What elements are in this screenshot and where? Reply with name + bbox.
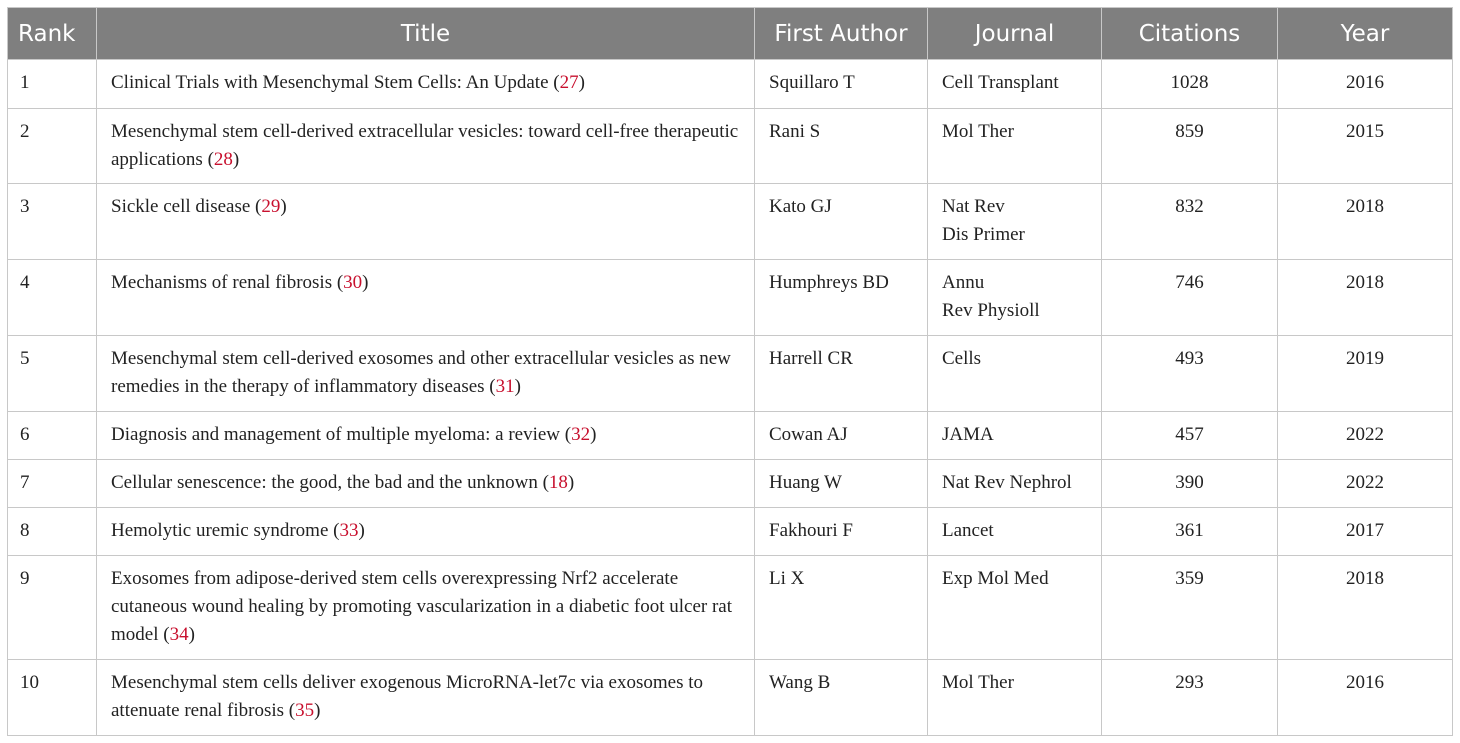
- year-cell: 2022: [1277, 459, 1453, 508]
- reference-link[interactable]: 30: [343, 272, 363, 293]
- citations-cell: 457: [1101, 411, 1278, 460]
- table-row: 2 Mesenchymal stem cell-derived extracell…: [7, 108, 1453, 184]
- year-cell: 2016: [1277, 59, 1453, 109]
- citations-cell: 359: [1101, 555, 1278, 660]
- title-cell: Clinical Trials with Mesenchymal Stem Ce…: [96, 59, 755, 109]
- reference-link[interactable]: 29: [261, 196, 281, 217]
- citations-cell: 293: [1101, 659, 1278, 736]
- journal-cell: Mol Ther: [927, 659, 1102, 736]
- citations-cell: 1028: [1101, 59, 1278, 109]
- reference-link[interactable]: 31: [495, 376, 515, 397]
- journal-cell: Cells: [927, 335, 1102, 412]
- title-text: Clinical Trials with Mesenchymal Stem Ce…: [111, 72, 549, 93]
- title-text: Hemolytic uremic syndrome: [111, 520, 329, 541]
- rank-cell: 6: [7, 411, 97, 460]
- journal-cell: Nat Rev Nephrol: [927, 459, 1102, 508]
- first-author-cell: Kato GJ: [754, 183, 928, 260]
- citations-cell: 390: [1101, 459, 1278, 508]
- title-text: Cellular senescence: the good, the bad a…: [111, 472, 538, 493]
- header-rank: Rank: [7, 7, 97, 60]
- title-text: Mesenchymal stem cell-derived exosomes a…: [111, 348, 731, 397]
- year-cell: 2016: [1277, 659, 1453, 736]
- rank-cell: 9: [7, 555, 97, 660]
- header-first-author: First Author: [754, 7, 928, 60]
- citations-cell: 859: [1101, 108, 1278, 184]
- journal-cell: Lancet: [927, 507, 1102, 556]
- table-row: 3 Sickle cell disease (29) Kato GJ Nat Rev …: [7, 183, 1453, 260]
- first-author-cell: Huang W: [754, 459, 928, 508]
- rank-cell: 8: [7, 507, 97, 556]
- journal-cell: Cell Transplant: [927, 59, 1102, 109]
- year-cell: 2017: [1277, 507, 1453, 556]
- title-cell: Mesenchymal stem cell-derived exosomes a…: [96, 335, 755, 412]
- journal-cell: Mol Ther: [927, 108, 1102, 184]
- title-cell: Mesenchymal stem cells deliver exogenous…: [96, 659, 755, 736]
- year-cell: 2018: [1277, 259, 1453, 336]
- year-cell: 2022: [1277, 411, 1453, 460]
- reference-link[interactable]: 35: [295, 700, 315, 721]
- table-row: 6 Diagnosis and management of multiple my…: [7, 411, 1453, 460]
- citations-cell: 832: [1101, 183, 1278, 260]
- reference-link[interactable]: 32: [571, 424, 591, 445]
- header-title: Title: [96, 7, 755, 60]
- citations-cell: 493: [1101, 335, 1278, 412]
- journal-cell: Exp Mol Med: [927, 555, 1102, 660]
- citations-cell: 361: [1101, 507, 1278, 556]
- first-author-cell: Harrell CR: [754, 335, 928, 412]
- rank-cell: 2: [7, 108, 97, 184]
- rank-cell: 3: [7, 183, 97, 260]
- first-author-cell: Squillaro T: [754, 59, 928, 109]
- title-text: Sickle cell disease: [111, 196, 251, 217]
- title-cell: Mechanisms of renal fibrosis (30): [96, 259, 755, 336]
- rank-cell: 7: [7, 459, 97, 508]
- rank-cell: 10: [7, 659, 97, 736]
- table-row: 10 Mesenchymal stem cells deliver exogeno…: [7, 659, 1453, 736]
- header-year: Year: [1277, 7, 1453, 60]
- year-cell: 2015: [1277, 108, 1453, 184]
- reference-link[interactable]: 33: [339, 520, 359, 541]
- year-cell: 2018: [1277, 555, 1453, 660]
- table-row: 5 Mesenchymal stem cell-derived exosomes …: [7, 335, 1453, 412]
- reference-link[interactable]: 28: [213, 149, 233, 170]
- header-row: Rank Title First Author Journal Citation…: [7, 7, 1453, 60]
- title-cell: Mesenchymal stem cell-derived extracellu…: [96, 108, 755, 184]
- first-author-cell: Wang B: [754, 659, 928, 736]
- table-row: 1 Clinical Trials with Mesenchymal Stem C…: [7, 59, 1453, 109]
- reference-link[interactable]: 34: [169, 624, 189, 645]
- journal-cell: Nat Rev Dis Primer: [927, 183, 1102, 260]
- header-citations: Citations: [1101, 7, 1278, 60]
- title-text: Mesenchymal stem cell-derived extracellu…: [111, 121, 739, 170]
- table-row: 9 Exosomes from adipose-derived stem cell…: [7, 555, 1453, 660]
- reference-link[interactable]: 27: [559, 72, 579, 93]
- year-cell: 2018: [1277, 183, 1453, 260]
- title-text: Mechanisms of renal fibrosis: [111, 272, 333, 293]
- first-author-cell: Rani S: [754, 108, 928, 184]
- title-cell: Hemolytic uremic syndrome (33): [96, 507, 755, 556]
- title-text: Diagnosis and management of multiple mye…: [111, 424, 561, 445]
- table-row: 4 Mechanisms of renal fibrosis (30) Humphr…: [7, 259, 1453, 336]
- first-author-cell: Cowan AJ: [754, 411, 928, 460]
- journal-cell: Annu Rev Physioll: [927, 259, 1102, 336]
- rank-cell: 1: [7, 59, 97, 109]
- first-author-cell: Fakhouri F: [754, 507, 928, 556]
- journal-cell: JAMA: [927, 411, 1102, 460]
- title-text: Exosomes from adipose-derived stem cells…: [111, 568, 732, 645]
- table-row: 7 Cellular senescence: the good, the bad …: [7, 459, 1453, 508]
- first-author-cell: Humphreys BD: [754, 259, 928, 336]
- title-cell: Cellular senescence: the good, the bad a…: [96, 459, 755, 508]
- title-cell: Exosomes from adipose-derived stem cells…: [96, 555, 755, 660]
- header-journal: Journal: [927, 7, 1102, 60]
- rank-cell: 4: [7, 259, 97, 336]
- rank-cell: 5: [7, 335, 97, 412]
- table-row: 8 Hemolytic uremic syndrome (33) Fakhouri …: [7, 507, 1453, 556]
- year-cell: 2019: [1277, 335, 1453, 412]
- top-cited-papers-table: Rank Title First Author Journal Citation…: [7, 7, 1453, 736]
- first-author-cell: Li X: [754, 555, 928, 660]
- title-cell: Sickle cell disease (29): [96, 183, 755, 260]
- title-text: Mesenchymal stem cells deliver exogenous…: [111, 672, 704, 721]
- title-cell: Diagnosis and management of multiple mye…: [96, 411, 755, 460]
- citations-cell: 746: [1101, 259, 1278, 336]
- reference-link[interactable]: 18: [548, 472, 568, 493]
